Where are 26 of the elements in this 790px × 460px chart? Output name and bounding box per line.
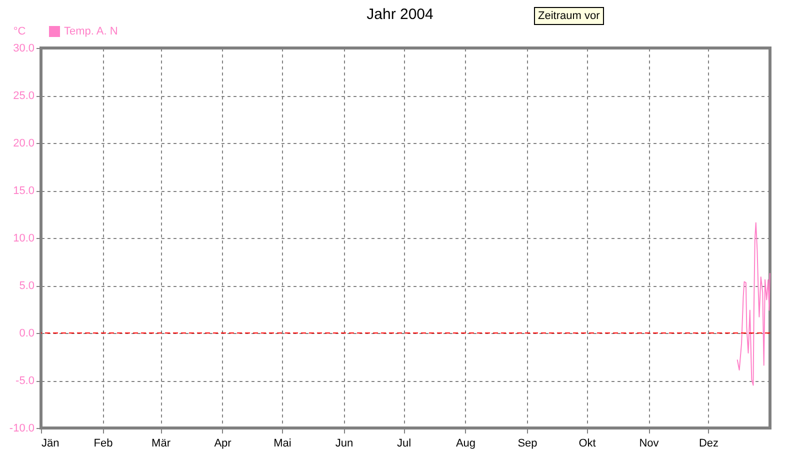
x-tick-label: Mär — [152, 438, 171, 450]
y-tick-label: 10.0 — [13, 232, 34, 244]
y-tick-label: 25.0 — [13, 90, 34, 102]
x-tick-label: Apr — [214, 438, 232, 450]
x-tick-label: Aug — [456, 438, 476, 450]
x-tick-label: Nov — [639, 438, 660, 450]
text: Zeitraum vor — [534, 7, 604, 25]
legend-label: Temp. A. N — [64, 26, 118, 38]
y-axis-title: °C — [13, 26, 26, 38]
x-tick-label: Sep — [518, 438, 538, 450]
y-tick-label: 15.0 — [13, 185, 34, 197]
x-tick-label: Jun — [335, 438, 354, 450]
y-tick-label: 30.0 — [13, 42, 34, 54]
x-tick-label: Jul — [396, 438, 412, 450]
y-tick-label: -5.0 — [16, 375, 34, 387]
line-series — [736, 222, 770, 386]
y-tick-label: 0.0 — [19, 328, 34, 340]
y-tick-label: 20.0 — [13, 138, 34, 150]
x-tick-label: Dez — [698, 438, 719, 450]
x-tick-label: Jän — [42, 438, 60, 450]
x-tick-label: Feb — [94, 438, 113, 450]
x-tick-label: Okt — [578, 438, 596, 450]
x-tick-label: Mai — [274, 438, 292, 450]
y-tick-label: 5.0 — [19, 280, 34, 292]
y-tick-label: -10.0 — [9, 422, 34, 434]
chart-title: Jahr 2004 — [366, 6, 434, 23]
